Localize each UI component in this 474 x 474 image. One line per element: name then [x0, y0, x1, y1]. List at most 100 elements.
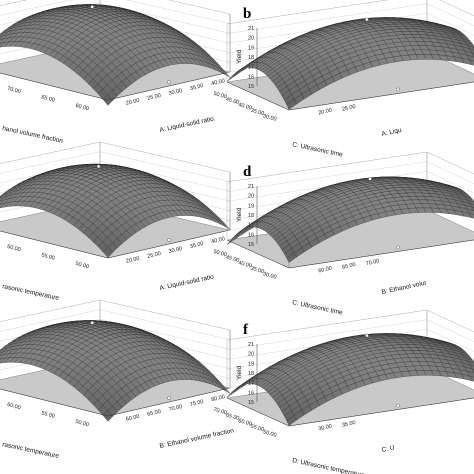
grid-line — [426, 329, 474, 352]
z-axis-label: Yield — [236, 365, 243, 380]
x1-axis-line — [107, 229, 231, 259]
x2-axis-label: rasonic temperature — [2, 283, 60, 302]
x2-tick-label: 60.00 — [6, 402, 21, 411]
x2-axis-label: C: Ultrasonic time — [292, 141, 344, 159]
grid-line — [226, 319, 428, 350]
x1-tick-label: 30.00 — [318, 424, 333, 433]
x1-tick-label: 65.00 — [342, 262, 357, 271]
x2-tick-label: 65.00 — [225, 413, 240, 422]
response-surface — [226, 333, 474, 426]
z-tick-label: 21 — [248, 184, 254, 190]
z-tick-label: 15 — [248, 242, 254, 248]
x2-tick-label: 30.00 — [262, 113, 277, 122]
design-point — [167, 238, 171, 242]
response-surface — [0, 320, 231, 422]
design-point — [167, 80, 171, 84]
z-tick-label: 21 — [248, 26, 254, 32]
surface-plot-1: 20.00 25.00 30.00 35.00 40.00 60.00 65.00 70.00… — [0, 0, 231, 145]
z-tick-label: 18 — [248, 55, 254, 61]
z-tick-label: 16 — [248, 74, 254, 80]
x2-axis-label: C: Ultrasonic time — [292, 299, 344, 317]
x2-tick-label: 70.00 — [213, 407, 228, 416]
x1-tick-label: 70.00 — [365, 258, 380, 267]
x1-tick-label: 25.00 — [147, 251, 162, 260]
x1-axis-line — [288, 239, 474, 269]
design-point — [167, 396, 171, 400]
x1-tick-label: 60.00 — [125, 414, 140, 423]
x1-axis-label: C: U — [381, 444, 395, 454]
x2-axis-line — [0, 388, 109, 417]
z-tick-label: 20 — [248, 194, 254, 200]
x1-tick-label: 30.00 — [168, 246, 183, 255]
x2-tick-label: 60.00 — [6, 244, 21, 253]
x2-axis-line — [0, 230, 109, 259]
x2-tick-label: 55.00 — [250, 424, 265, 433]
x2-tick-label: 50.00 — [262, 429, 277, 438]
panel-letter: f — [243, 322, 249, 338]
x2-tick-label: 45.00 — [225, 97, 240, 106]
grid-line — [99, 151, 231, 182]
x1-axis-label: A: Liquid-solid ratio — [159, 274, 215, 292]
x2-tick-label: 50.00 — [213, 249, 228, 258]
z-tick-label: 15 — [248, 84, 254, 90]
grid-line — [226, 161, 428, 192]
x2-tick-label: 40.00 — [237, 260, 252, 269]
surface-plot-3: 20.00 25.00 30.00 35.00 40.00 50.00 55.00 60.00… — [0, 141, 231, 302]
x1-tick-label: 40.00 — [211, 236, 226, 245]
design-point — [396, 245, 400, 250]
surface-plot-5: 60.00 65.00 70.00 75.00 80.00 50.00 55.00 60.00… — [0, 299, 235, 460]
x1-tick-label: 25.00 — [147, 93, 162, 102]
z-tick-label: 17 — [248, 65, 254, 71]
z-tick-label: 16 — [248, 232, 254, 238]
surface-plot-4: 60.00 65.00 70.0030.0035.0040.0045.0050.00… — [213, 151, 474, 317]
z-axis-label: Yield — [236, 207, 243, 222]
x1-tick-label: 25.00 — [342, 104, 357, 113]
design-point — [365, 333, 369, 338]
x1-axis-line — [107, 387, 231, 417]
grid-line — [99, 309, 231, 340]
x1-tick-label: 60.00 — [318, 266, 333, 275]
z-tick-label: 16 — [248, 390, 254, 396]
x2-tick-label: 35.00 — [250, 108, 265, 117]
grid-line — [426, 171, 474, 194]
x2-tick-label: 35.00 — [250, 266, 265, 275]
grid-line — [126, 0, 231, 24]
response-surface — [0, 4, 231, 106]
x1-axis-label: A: Liqu — [381, 127, 403, 138]
grid-line — [426, 319, 474, 342]
z-tick-label: 19 — [248, 45, 254, 51]
x2-axis-line — [0, 72, 109, 101]
x1-tick-label: 70.00 — [168, 404, 183, 413]
x1-tick-label: 75.00 — [189, 399, 204, 408]
response-surface — [226, 17, 474, 110]
grid-line — [426, 13, 474, 36]
x2-axis-line — [226, 239, 290, 269]
design-point — [396, 87, 400, 92]
z-tick-label: 20 — [248, 352, 254, 358]
design-point — [96, 164, 101, 169]
grid-line — [226, 3, 428, 34]
x1-tick-label: 65.00 — [147, 409, 162, 418]
x1-axis-line — [107, 71, 231, 101]
z-tick-label: 17 — [248, 381, 254, 387]
design-point — [90, 320, 94, 325]
z-tick-label: 20 — [248, 36, 254, 42]
z-tick-label: 15 — [248, 400, 254, 406]
x1-tick-label: 40.00 — [211, 78, 226, 87]
z-tick-label: 19 — [248, 203, 254, 209]
x1-tick-label: 20.00 — [318, 108, 333, 117]
design-point — [368, 177, 372, 181]
x1-axis-label: A: Liquid-solid ratio — [159, 116, 215, 134]
x1-axis-line — [288, 397, 474, 427]
grid-line — [0, 309, 101, 332]
x1-tick-label: 35.00 — [342, 420, 357, 429]
x1-tick-label: 30.00 — [168, 88, 183, 97]
x2-tick-label: 50.00 — [213, 91, 228, 100]
x2-tick-label: 40.00 — [237, 102, 252, 111]
x1-axis-label: B: Ethanol volur — [381, 279, 428, 296]
x2-tick-label: 55.00 — [41, 252, 56, 261]
z-tick-label: 18 — [248, 371, 254, 377]
design-point — [365, 17, 369, 22]
